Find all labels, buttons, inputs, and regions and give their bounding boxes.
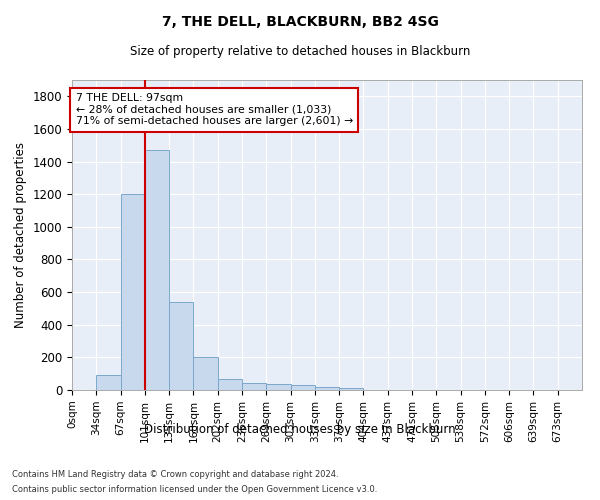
Text: Size of property relative to detached houses in Blackburn: Size of property relative to detached ho… [130, 45, 470, 58]
Bar [218, 380, 242, 390]
Text: Contains public sector information licensed under the Open Government Licence v3: Contains public sector information licen… [12, 485, 377, 494]
Bar [121, 194, 145, 390]
Y-axis label: Number of detached properties: Number of detached properties [14, 142, 27, 328]
Bar [193, 356, 218, 390]
Bar [169, 302, 193, 390]
Bar [315, 386, 339, 390]
Text: Contains HM Land Registry data © Crown copyright and database right 2024.: Contains HM Land Registry data © Crown c… [12, 470, 338, 479]
Text: 7 THE DELL: 97sqm
← 28% of detached houses are smaller (1,033)
71% of semi-detac: 7 THE DELL: 97sqm ← 28% of detached hous… [76, 93, 353, 126]
Bar [242, 382, 266, 390]
Bar [290, 386, 315, 390]
Bar [96, 376, 121, 390]
Text: 7, THE DELL, BLACKBURN, BB2 4SG: 7, THE DELL, BLACKBURN, BB2 4SG [161, 15, 439, 29]
Bar [339, 388, 364, 390]
Text: Distribution of detached houses by size in Blackburn: Distribution of detached houses by size … [144, 422, 456, 436]
Bar [266, 384, 290, 390]
Bar [145, 150, 169, 390]
